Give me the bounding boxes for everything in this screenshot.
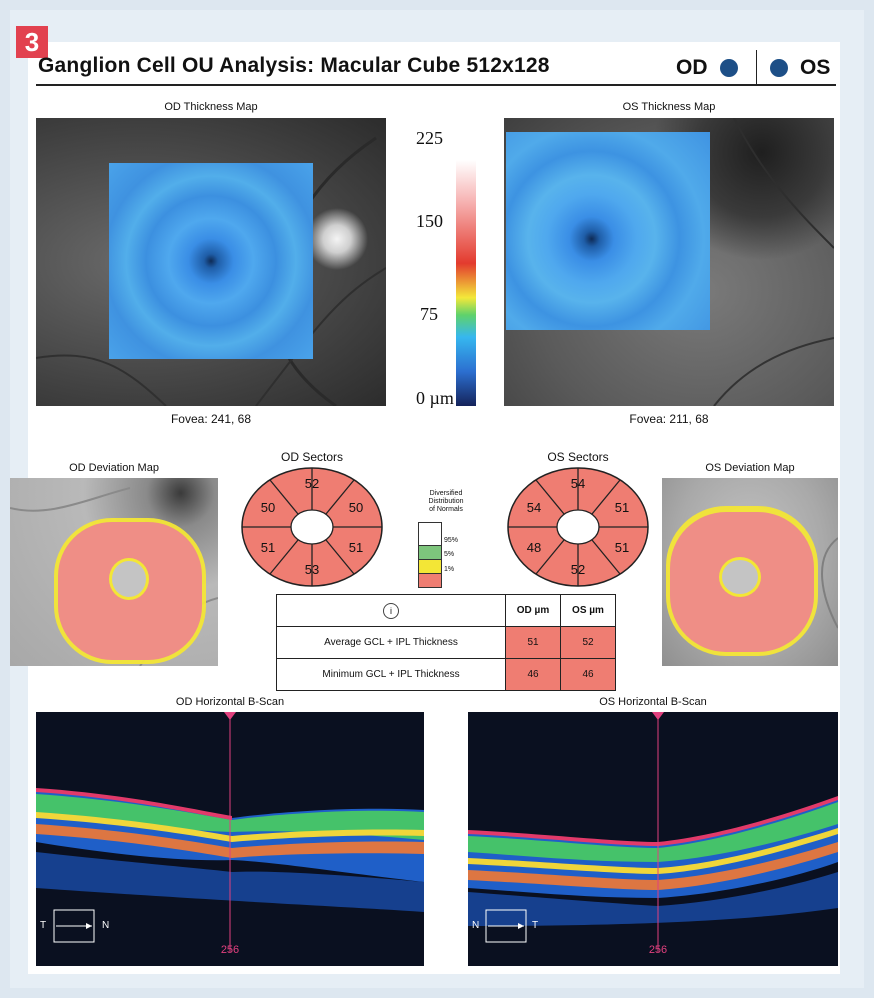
table-row: Average GCL + IPL Thickness 51 52 (276, 626, 616, 659)
od-bscan-title: OD Horizontal B-Scan (175, 696, 285, 708)
scale-label-150: 150 (416, 211, 443, 231)
thickness-color-scale (456, 160, 476, 406)
os-sector-value: 54 (570, 476, 586, 491)
od-sectors-title: OD Sectors (280, 450, 343, 464)
eye-divider (756, 50, 757, 84)
os-bscan-image: N T 256 (468, 712, 838, 966)
table-row: Minimum GCL + IPL Thickness 46 46 (276, 658, 616, 691)
legend-title-line: Distribution (428, 498, 464, 505)
os-thickness-overlay (506, 132, 710, 330)
legend-swatch-abnormal (419, 574, 441, 587)
title-rule (36, 84, 836, 86)
gcl-ipl-table: i OD µm OS µm Average GCL + IPL Thicknes… (276, 594, 616, 691)
normals-legend-title: Diversified Distribution of Normals (414, 490, 478, 514)
os-sector-value: 51 (614, 500, 630, 515)
table-cell-os: 52 (560, 626, 616, 659)
od-sector-value: 51 (348, 540, 364, 555)
table-info-cell: i (276, 594, 506, 627)
os-fovea: Fovea: 211, 68 (629, 412, 709, 426)
legend-title-line: Diversified (429, 490, 463, 497)
legend-label-95: 95% (444, 537, 459, 544)
table-cell-os: 46 (560, 658, 616, 691)
od-deviation-graphic (10, 487, 218, 666)
od-label: OD (676, 56, 708, 79)
od-orient-left: T (40, 920, 47, 931)
os-thickness-map (504, 118, 834, 406)
os-deviation-map (662, 478, 838, 666)
legend-swatch-5 (419, 546, 441, 560)
table-cell-od: 46 (505, 658, 561, 691)
os-label: OS (800, 56, 831, 79)
os-orient-right: T (532, 920, 539, 931)
od-sector-value: 53 (304, 562, 320, 577)
os-scan-position: 256 (648, 944, 668, 956)
od-bscan-image: T N 256 (36, 712, 424, 966)
od-thickness-map (36, 118, 386, 406)
scale-label-0: 0 µm (416, 388, 454, 408)
od-thickness-title: OD Thickness Map (164, 101, 258, 113)
table-cell-od: 51 (505, 626, 561, 659)
normals-legend (418, 522, 442, 588)
od-eye-indicator: OD (676, 50, 738, 86)
od-sector-value: 52 (304, 476, 320, 491)
legend-title-line: of Normals (429, 506, 463, 513)
os-orient-left: N (472, 920, 480, 931)
od-dot-icon (719, 59, 738, 77)
od-deviation-title: OD Deviation Map (69, 462, 159, 474)
os-bscan-layers (468, 712, 838, 952)
scale-label-225: 225 (416, 128, 443, 148)
table-row-label: Average GCL + IPL Thickness (276, 626, 506, 659)
os-eye-indicator: OS (770, 50, 830, 86)
os-sector-value: 54 (526, 500, 542, 515)
os-sectors-chart (507, 467, 649, 587)
od-sector-value: 50 (348, 500, 364, 515)
od-orient-right: N (102, 920, 110, 931)
table-header-od: OD µm (505, 594, 561, 627)
legend-swatch-95 (419, 523, 441, 546)
legend-swatch-1 (419, 560, 441, 574)
scale-label-75: 75 (420, 304, 438, 324)
os-dot-icon (770, 59, 788, 77)
legend-label-1: 1% (444, 566, 455, 573)
od-deviation-map (10, 478, 218, 666)
os-vessels (713, 118, 834, 406)
od-bscan-layers (36, 712, 424, 952)
table-header-os: OS µm (560, 594, 616, 627)
info-icon: i (383, 602, 399, 619)
os-sector-value: 48 (526, 540, 542, 555)
legend-label-5: 5% (444, 551, 455, 558)
report-title: Ganglion Cell OU Analysis: Macular Cube … (38, 54, 550, 77)
od-thickness-overlay (109, 163, 313, 359)
od-fovea: Fovea: 241, 68 (170, 412, 252, 426)
od-scan-position: 256 (220, 944, 240, 956)
os-bscan-title: OS Horizontal B-Scan (599, 696, 707, 708)
table-header-row: i OD µm OS µm (276, 594, 616, 627)
os-deviation-title: OS Deviation Map (705, 462, 795, 474)
os-sector-value: 51 (614, 540, 630, 555)
figure-label: 3 (16, 26, 48, 58)
od-sector-value: 50 (260, 500, 276, 515)
os-sectors-title: OS Sectors (547, 450, 609, 464)
od-sector-value: 51 (260, 540, 276, 555)
os-sector-value: 52 (570, 562, 586, 577)
os-thickness-title: OS Thickness Map (622, 101, 716, 113)
os-deviation-graphic (666, 506, 838, 656)
od-sectors-chart (241, 467, 383, 587)
table-row-label: Minimum GCL + IPL Thickness (276, 658, 506, 691)
